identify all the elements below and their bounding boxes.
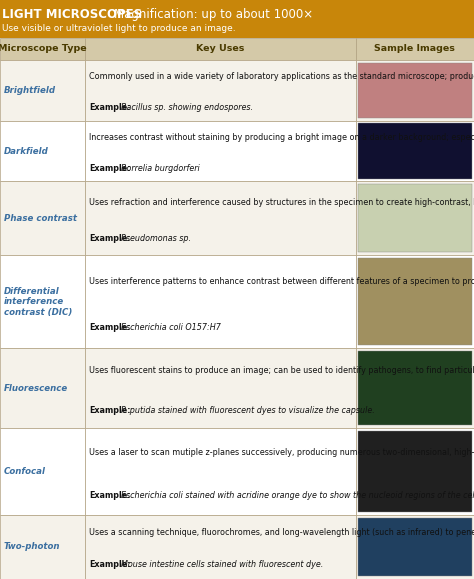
- FancyBboxPatch shape: [85, 38, 356, 60]
- FancyBboxPatch shape: [356, 428, 474, 515]
- Text: Magnification: up to about 1000×: Magnification: up to about 1000×: [114, 8, 313, 21]
- FancyBboxPatch shape: [358, 258, 472, 345]
- Text: LIGHT MICROSCOPES: LIGHT MICROSCOPES: [2, 8, 143, 21]
- Text: Fluorescence: Fluorescence: [4, 384, 68, 393]
- Text: Uses interference patterns to enhance contrast between different features of a s: Uses interference patterns to enhance co…: [89, 277, 474, 285]
- Text: Uses a laser to scan mutiple z-planes successively, producing numerous two-dimen: Uses a laser to scan mutiple z-planes su…: [89, 448, 474, 457]
- FancyBboxPatch shape: [0, 515, 85, 579]
- Text: Microscope Type: Microscope Type: [0, 44, 87, 53]
- FancyBboxPatch shape: [0, 348, 85, 428]
- Text: Bacillus sp. showing endospores.: Bacillus sp. showing endospores.: [121, 102, 253, 112]
- Text: Uses fluorescent stains to produce an image; can be used to identify pathogens, : Uses fluorescent stains to produce an im…: [89, 366, 474, 375]
- Text: Sample Images: Sample Images: [374, 44, 455, 53]
- Text: Example:: Example:: [89, 492, 131, 500]
- Text: Two-photon: Two-photon: [4, 543, 60, 551]
- FancyBboxPatch shape: [0, 255, 85, 348]
- FancyBboxPatch shape: [0, 0, 474, 38]
- FancyBboxPatch shape: [358, 431, 472, 512]
- FancyBboxPatch shape: [356, 181, 474, 255]
- Text: Phase contrast: Phase contrast: [4, 214, 77, 223]
- FancyBboxPatch shape: [85, 255, 356, 348]
- FancyBboxPatch shape: [356, 515, 474, 579]
- FancyBboxPatch shape: [85, 60, 356, 120]
- Text: Mouse intestine cells stained with fluorescent dye.: Mouse intestine cells stained with fluor…: [121, 560, 324, 569]
- FancyBboxPatch shape: [85, 120, 356, 181]
- Text: Darkfield: Darkfield: [4, 146, 48, 156]
- FancyBboxPatch shape: [0, 428, 85, 515]
- FancyBboxPatch shape: [358, 123, 472, 178]
- FancyBboxPatch shape: [0, 60, 85, 120]
- FancyBboxPatch shape: [358, 184, 472, 252]
- Text: Example:: Example:: [89, 102, 131, 112]
- Text: Differential
interference
contrast (DIC): Differential interference contrast (DIC): [4, 287, 72, 317]
- Text: Confocal: Confocal: [4, 467, 46, 476]
- Text: Escherichia coli stained with acridine orange dye to show the nucleoid regions o: Escherichia coli stained with acridine o…: [121, 492, 474, 500]
- FancyBboxPatch shape: [356, 348, 474, 428]
- Text: Example:: Example:: [89, 163, 131, 173]
- Text: Commonly used in a wide variety of laboratory applications as the standard micro: Commonly used in a wide variety of labor…: [89, 72, 474, 81]
- Text: Increases contrast without staining by producing a bright image on a darker back: Increases contrast without staining by p…: [89, 133, 474, 142]
- FancyBboxPatch shape: [0, 120, 85, 181]
- Text: Key Uses: Key Uses: [196, 44, 245, 53]
- FancyBboxPatch shape: [85, 428, 356, 515]
- FancyBboxPatch shape: [0, 181, 85, 255]
- Text: Brightfield: Brightfield: [4, 86, 56, 94]
- FancyBboxPatch shape: [85, 348, 356, 428]
- FancyBboxPatch shape: [356, 38, 474, 60]
- Text: Borrelia burgdorferi: Borrelia burgdorferi: [121, 163, 200, 173]
- FancyBboxPatch shape: [356, 60, 474, 120]
- Text: Example:: Example:: [89, 406, 131, 415]
- Text: Uses a scanning technique, fluorochromes, and long-wavelength light (such as inf: Uses a scanning technique, fluorochromes…: [89, 528, 474, 537]
- Text: Example:: Example:: [89, 234, 131, 244]
- Text: Pseudomonas sp.: Pseudomonas sp.: [121, 234, 191, 244]
- FancyBboxPatch shape: [356, 255, 474, 348]
- Text: Uses refraction and interference caused by structures in the specimen to create : Uses refraction and interference caused …: [89, 197, 474, 207]
- Text: Example:: Example:: [89, 560, 131, 569]
- Text: Escherichia coli O157:H7: Escherichia coli O157:H7: [121, 323, 221, 332]
- Text: Use visible or ultraviolet light to produce an image.: Use visible or ultraviolet light to prod…: [2, 24, 236, 33]
- Text: Example:: Example:: [89, 323, 131, 332]
- FancyBboxPatch shape: [358, 351, 472, 426]
- FancyBboxPatch shape: [358, 63, 472, 118]
- FancyBboxPatch shape: [0, 38, 85, 60]
- FancyBboxPatch shape: [85, 181, 356, 255]
- FancyBboxPatch shape: [85, 515, 356, 579]
- Text: P. putida stained with fluorescent dyes to visualize the capsule.: P. putida stained with fluorescent dyes …: [121, 406, 375, 415]
- FancyBboxPatch shape: [358, 518, 472, 576]
- FancyBboxPatch shape: [356, 120, 474, 181]
